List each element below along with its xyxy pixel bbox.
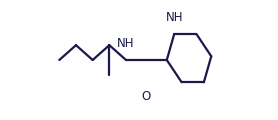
Text: NH: NH bbox=[165, 11, 183, 24]
Text: NH: NH bbox=[117, 37, 135, 50]
Text: O: O bbox=[142, 90, 151, 103]
